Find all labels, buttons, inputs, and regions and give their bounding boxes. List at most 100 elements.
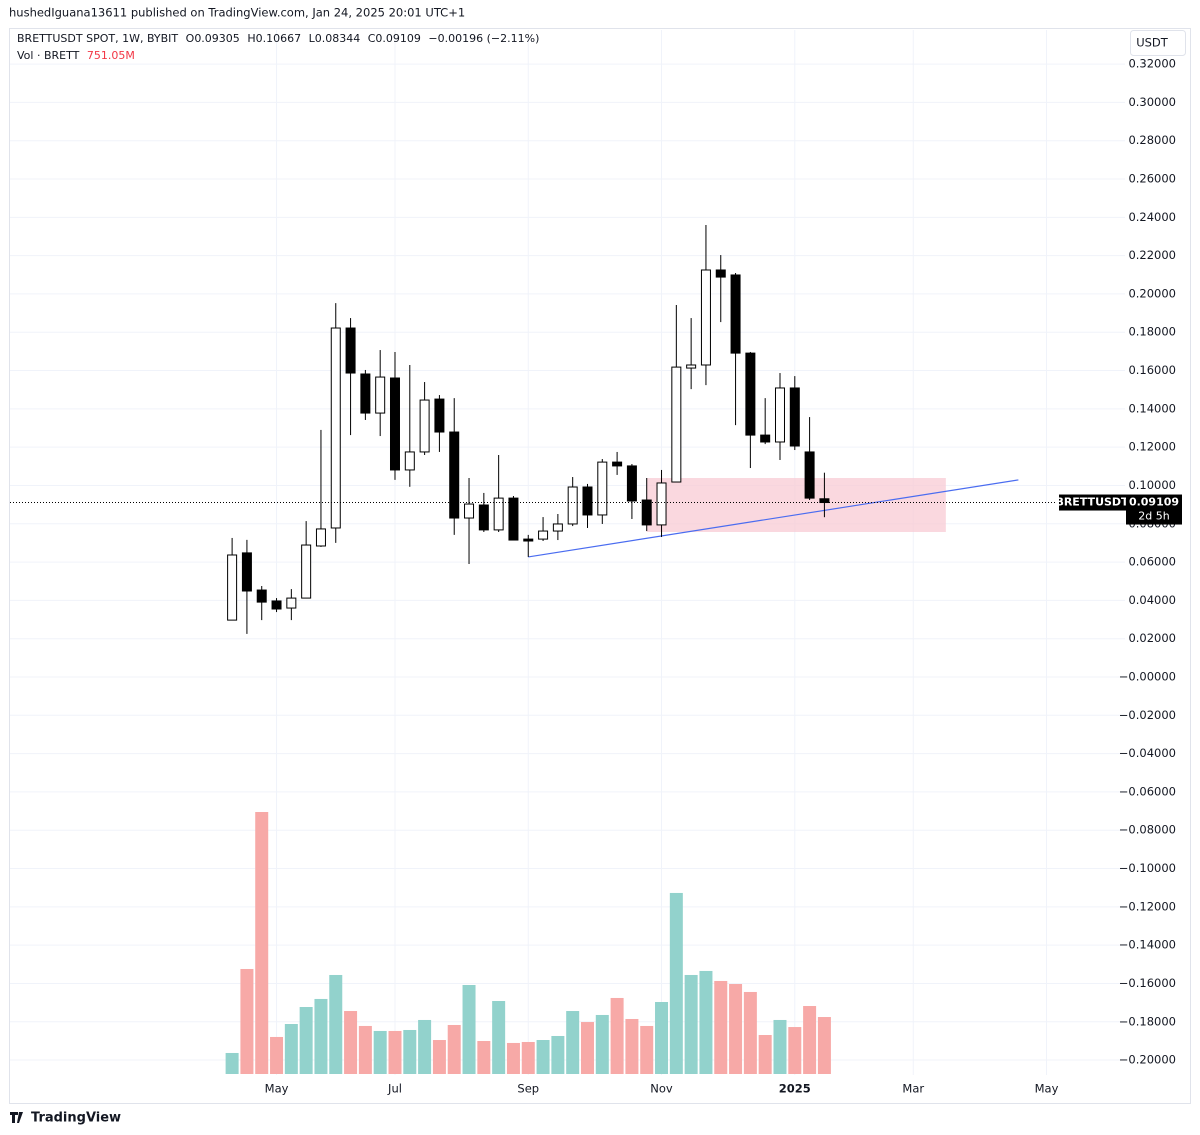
candle-body [715, 269, 726, 278]
candle-body [419, 399, 430, 453]
volume-bar [344, 1011, 358, 1074]
candle-body [508, 497, 519, 541]
volume-bar [299, 1007, 313, 1074]
ohlc-value: 0.09305 [194, 32, 240, 45]
x-tick-label: Sep [517, 1082, 539, 1096]
candle-body [686, 364, 697, 369]
y-tick-label: −0.14000 [1119, 938, 1176, 952]
y-tick-label: −0.00000 [1119, 669, 1176, 683]
price-tag-value: 0.09109 [1129, 496, 1179, 509]
ohlc-key: H [247, 32, 255, 45]
candle-body [745, 352, 756, 436]
y-tick-label: 0.18000 [1128, 325, 1176, 339]
highlight-zone [646, 477, 946, 533]
y-tick-label: 0.28000 [1128, 133, 1176, 147]
volume-bar [462, 984, 476, 1074]
candle-body [774, 387, 785, 443]
ohlc-value: 0.10667 [256, 32, 302, 45]
volume-bar [729, 984, 743, 1074]
candle-body [552, 523, 563, 532]
volume-bar [758, 1034, 772, 1074]
volume-bar [788, 1027, 802, 1074]
volume-bar [714, 980, 728, 1074]
volume-name: Vol · BRETT [17, 49, 80, 62]
volume-bar [536, 1040, 550, 1074]
y-tick-label: 0.06000 [1128, 555, 1176, 569]
volume-bar [684, 974, 698, 1074]
candle-body [641, 499, 652, 526]
volume-bar [506, 1042, 520, 1074]
legend: BRETTUSDT SPOT, 1W, BYBIT O0.09305 H0.10… [17, 32, 539, 45]
volume-bar [566, 1011, 580, 1074]
candle-body [626, 465, 637, 502]
volume-bar [699, 970, 713, 1074]
currency-button[interactable] [1130, 30, 1186, 56]
candle-body [819, 498, 830, 504]
volume-bar [225, 1052, 239, 1074]
trend-line [528, 479, 1019, 558]
y-tick-label: 0.10000 [1128, 478, 1176, 492]
y-tick-label: 0.04000 [1128, 593, 1176, 607]
candle-body [286, 597, 297, 609]
candle-body [241, 552, 252, 592]
y-tick-label: 0.24000 [1128, 210, 1176, 224]
volume-bar [255, 812, 269, 1074]
volume-bar [284, 1023, 298, 1074]
volume-legend: Vol · BRETT 751.05M [17, 49, 135, 62]
countdown: 2d 5h [1138, 510, 1169, 523]
candle-body [375, 376, 386, 414]
candle-body [389, 377, 400, 471]
candle-body [612, 461, 623, 467]
y-tick-label: 0.12000 [1128, 440, 1176, 454]
candle-body [360, 373, 371, 414]
volume-bar [595, 1014, 609, 1074]
x-tick-label: May [265, 1082, 289, 1096]
volume-bar [314, 998, 328, 1074]
y-tick-label: 0.02000 [1128, 631, 1176, 645]
symbol-title: BRETTUSDT SPOT, 1W, BYBIT [17, 32, 178, 45]
candle-body [656, 482, 667, 526]
ohlc-key: O [186, 32, 195, 45]
change: −0.00196 (−2.11%) [428, 32, 539, 45]
candle-body [464, 503, 475, 519]
candle-body [567, 486, 578, 525]
volume-bar [270, 1036, 284, 1074]
y-tick-label: −0.18000 [1119, 1014, 1176, 1028]
candle-body [434, 398, 445, 433]
price-tag [1126, 494, 1182, 525]
volume-value: 751.05M [87, 49, 135, 62]
volume-bar [773, 1019, 787, 1074]
volume-bar [240, 968, 254, 1074]
volume-bar [373, 1030, 387, 1074]
ohlc-value: 0.08344 [315, 32, 361, 45]
x-tick-label: Nov [650, 1082, 673, 1096]
candle-body [671, 366, 682, 483]
volume-bar [388, 1030, 402, 1074]
candle-body [789, 387, 800, 447]
volume-bar [329, 974, 343, 1074]
x-tick-label: Jul [387, 1082, 402, 1096]
y-tick-label: −0.06000 [1119, 784, 1176, 798]
volume-bar [610, 997, 624, 1074]
volume-bar [551, 1035, 565, 1074]
y-tick-label: −0.10000 [1119, 861, 1176, 875]
volume-bar [669, 892, 683, 1074]
y-tick-label: 0.20000 [1128, 286, 1176, 300]
candle-body [256, 589, 267, 603]
candle-body [804, 451, 815, 499]
volume-bar [625, 1018, 639, 1074]
volume-bar [640, 1025, 654, 1074]
y-tick-label: 0.16000 [1128, 363, 1176, 377]
candle-body [345, 327, 356, 374]
logo [10, 1112, 23, 1123]
candle-body [582, 486, 593, 516]
publisher: hushedIguana13611 published on TradingVi… [9, 6, 465, 20]
frame [9, 28, 1191, 1104]
volume-bar [580, 1022, 594, 1074]
currency[interactable]: USDT [1136, 36, 1169, 50]
y-tick-label: −0.16000 [1119, 976, 1176, 990]
y-tick-label: 0.22000 [1128, 248, 1176, 262]
ohlc-key: L [309, 32, 316, 45]
candle-body [404, 451, 415, 471]
y-tick-label: −0.12000 [1119, 899, 1176, 913]
